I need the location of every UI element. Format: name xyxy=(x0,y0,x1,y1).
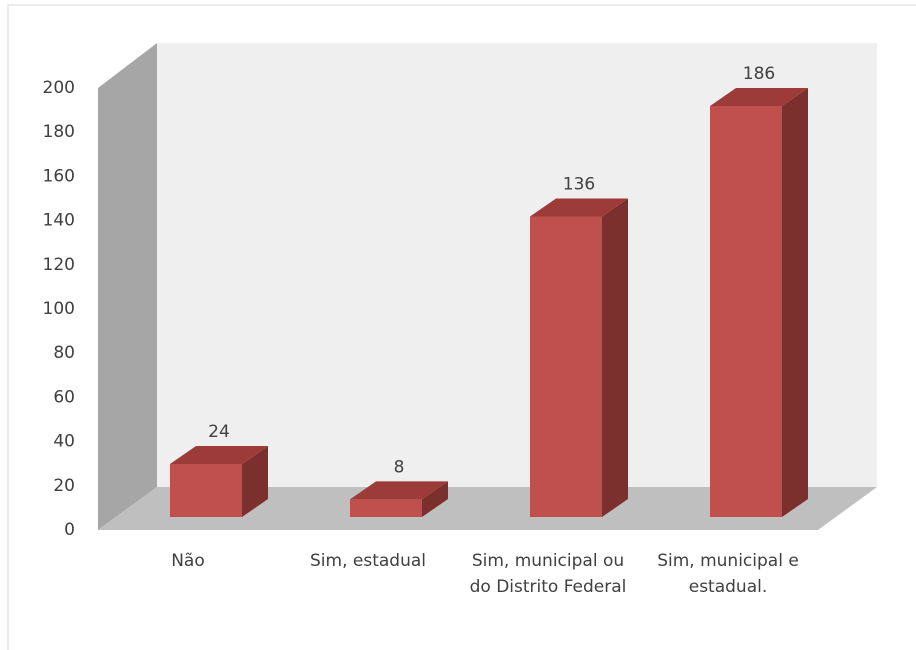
bar-front xyxy=(530,216,602,517)
bar-top xyxy=(350,481,448,500)
chart-border xyxy=(7,4,916,650)
data-label: 24 xyxy=(208,422,230,442)
bar-side xyxy=(602,198,628,517)
bar-front xyxy=(170,463,242,517)
bar-top xyxy=(530,198,628,217)
bar xyxy=(530,198,628,517)
y-tick-label: 180 xyxy=(43,122,75,142)
bar-top xyxy=(170,445,268,464)
y-tick-label: 160 xyxy=(43,166,75,186)
bar-side xyxy=(782,87,808,517)
x-tick-label: Sim, estadual xyxy=(310,551,426,571)
data-label: 8 xyxy=(394,457,405,477)
bar-front xyxy=(710,105,782,517)
bar-side xyxy=(242,445,268,517)
bar-side xyxy=(422,481,448,517)
bar-top xyxy=(710,87,808,106)
x-tick-label: Sim, municipal ou do Distrito Federal xyxy=(469,551,627,597)
y-tick-label: 20 xyxy=(53,476,75,496)
y-tick-label: 200 xyxy=(43,78,75,98)
y-tick-label: 120 xyxy=(43,255,75,275)
data-label: 136 xyxy=(563,174,595,194)
y-tick-label: 40 xyxy=(53,432,75,452)
y-tick-label: 140 xyxy=(43,211,75,231)
y-tick-label: 100 xyxy=(43,299,75,319)
data-label: 186 xyxy=(743,64,775,84)
floor xyxy=(98,487,877,530)
bar xyxy=(350,481,448,517)
y-tick-label: 0 xyxy=(64,520,75,540)
bar xyxy=(170,445,268,517)
back-wall xyxy=(157,43,877,487)
y-tick-label: 60 xyxy=(53,387,75,407)
x-tick-label: Sim, municipal e estadual. xyxy=(657,551,799,597)
bar-front xyxy=(350,499,422,517)
side-wall xyxy=(98,43,157,530)
y-tick-label: 80 xyxy=(53,343,75,363)
bar xyxy=(710,87,808,517)
x-tick-label: Não xyxy=(171,551,205,571)
